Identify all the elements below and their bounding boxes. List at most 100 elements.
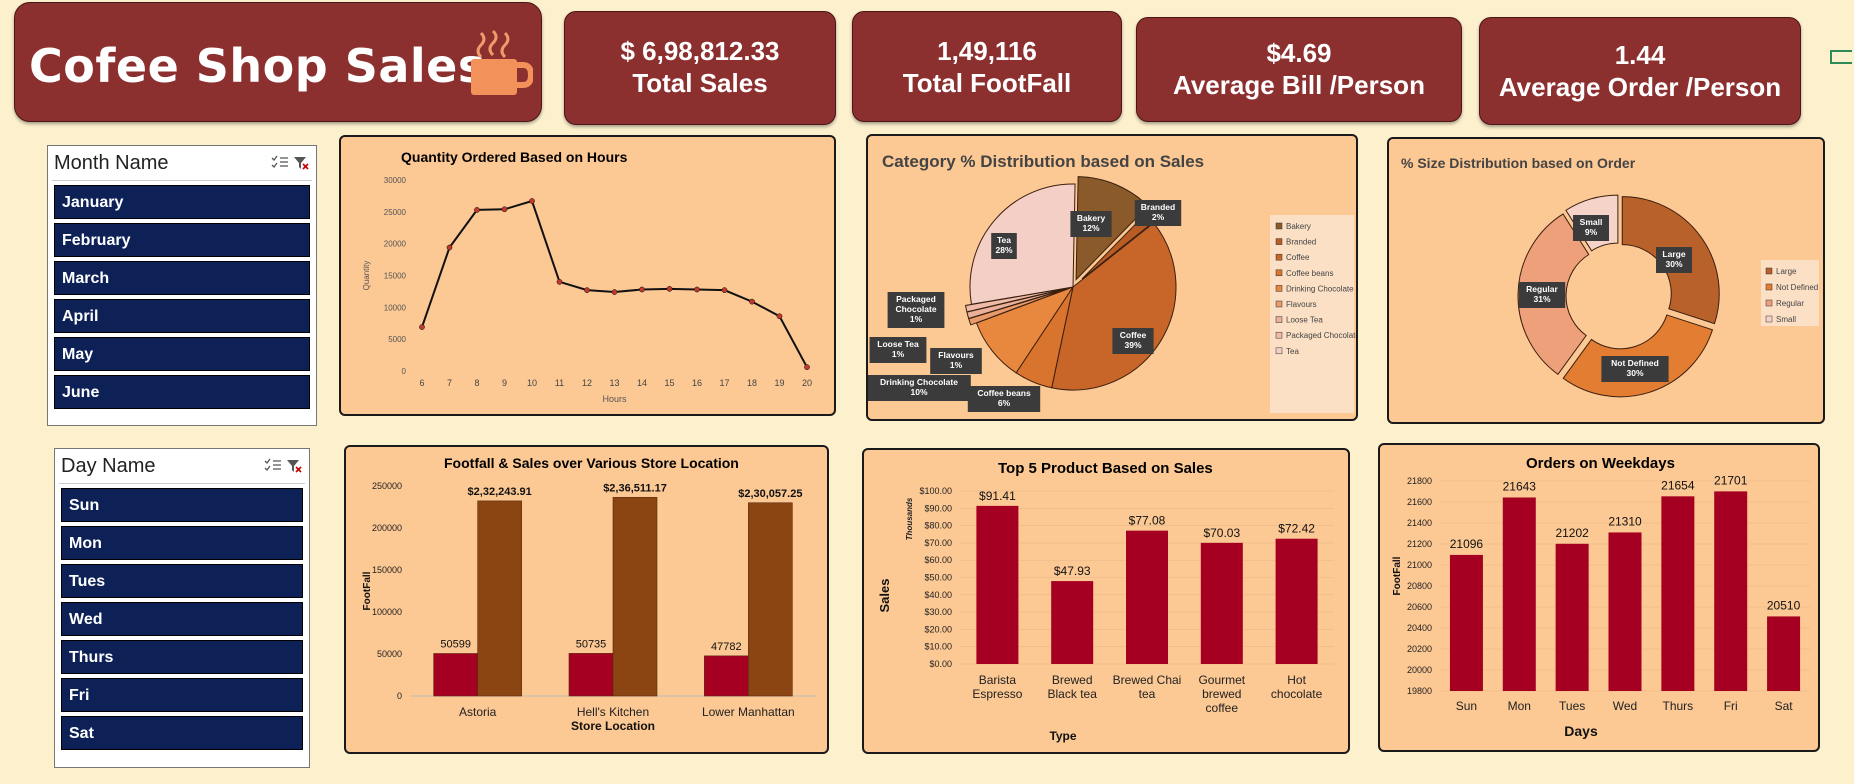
legend-label: Large [1776,267,1797,276]
data-label-box [991,233,1017,259]
store-location-bar-chart[interactable]: Footfall & Sales over Various Store Loca… [344,445,829,754]
slicer-item-thurs[interactable]: Thurs [61,640,303,674]
data-label: $2,36,511.17 [603,482,667,494]
kpi-average-bill: $4.69 Average Bill /Person [1136,17,1462,122]
data-point [474,207,480,213]
data-point [721,287,728,293]
data-label-box [869,337,927,363]
y-tick-label: $30.00 [924,607,952,617]
slicer-header: Month Name [52,146,312,181]
clear-filter-icon[interactable] [294,157,309,170]
multi-select-icon[interactable] [264,458,281,471]
y-tick-label: 21000 [1407,560,1432,570]
data-label: 21701 [1714,473,1748,487]
x-tick-label: Mon [1508,699,1531,713]
month-slicer[interactable]: Month Name January February March April … [47,145,317,426]
data-label-box [868,375,971,401]
x-tick-label: Brewed Black tea [1048,673,1098,701]
x-tick-label: 17 [719,378,729,388]
bar [1051,581,1094,664]
y-tick-label: 10000 [384,303,407,312]
data-label: $2,32,243.91 [468,486,532,498]
data-label: 20510 [1767,598,1801,612]
slicer-item-june[interactable]: June [54,375,310,409]
data-label: Large 30% [1662,249,1685,269]
x-tick-label: 18 [747,378,757,388]
slicer-item-march[interactable]: March [54,261,310,295]
y-axis-label: FootFall [1392,556,1403,595]
day-slicer[interactable]: Day Name Sun Mon Tues Wed Thurs Fri Sat [54,448,310,768]
legend-swatch [1275,331,1283,339]
y-tick-label: $70.00 [924,538,952,548]
bar [1767,616,1801,691]
data-label: 50599 [440,638,471,650]
x-tick-label: Hell's Kitchen [577,705,649,719]
kpi-value: 1.44 [1614,40,1666,70]
y-tick-label: 21600 [1407,497,1432,507]
kpi-value: 1,49,116 [937,36,1037,66]
data-point [694,286,700,293]
data-label: Regular 31% [1526,284,1558,304]
category-pie-chart[interactable]: Category % Distribution based on Sales B… [866,134,1358,421]
y-tick-label: 21400 [1407,518,1432,528]
legend-swatch [1275,347,1283,355]
slicer-item-fri[interactable]: Fri [61,678,303,712]
slicer-item-january[interactable]: January [54,185,310,219]
slicer-item-sun[interactable]: Sun [61,488,303,522]
bar [1275,538,1318,664]
size-donut-chart[interactable]: % Size Distribution based on Order Large… [1387,137,1825,424]
data-label-box [1601,356,1669,382]
y-axis-label: Sales [877,579,892,613]
x-axis-label: Days [1564,723,1598,739]
bar [612,497,658,697]
kpi-value: $4.69 [1266,38,1332,68]
bar [433,653,478,697]
x-tick-label: 12 [582,378,592,388]
data-label: Small 9% [1580,217,1603,237]
data-label: Drinking Chocolate 10% [880,377,958,397]
slicer-item-february[interactable]: February [54,223,310,257]
data-point [639,286,645,293]
slicer-item-tues[interactable]: Tues [61,564,303,598]
slicer-item-mon[interactable]: Mon [61,526,303,560]
bar [477,500,522,697]
data-label-box [1573,215,1609,241]
y-tick-label: 20600 [1407,602,1432,612]
clear-filter-icon[interactable] [287,460,302,473]
y-tick-label: 15000 [384,272,407,281]
kpi-total-sales: $ 6,98,812.33 Total Sales [564,11,836,125]
x-tick-label: 9 [502,378,507,388]
slicer-item-april[interactable]: April [54,299,310,333]
legend-label: Tea [1286,347,1299,356]
y-tick-label: 250000 [372,481,402,491]
data-label: $77.08 [1129,514,1166,528]
multi-select-icon[interactable] [271,155,288,168]
sheet-edge-marker [1830,50,1852,64]
data-point [584,287,590,293]
data-label: $72.42 [1278,522,1315,536]
kpi-average-order: 1.44 Average Order /Person [1479,17,1801,125]
x-tick-label: Gourmet brewed coffee [1198,673,1245,715]
data-label: Loose Tea 1% [877,339,919,359]
bar [704,655,749,697]
top-products-bar-chart[interactable]: Top 5 Product Based on Sales $100.00 $90.… [862,448,1350,754]
bar [976,505,1019,664]
bar [1449,554,1483,691]
kpi-label: Total Sales [632,68,768,98]
legend-swatch [1275,238,1283,245]
y-tick-label: 20400 [1407,623,1432,633]
slicer-item-may[interactable]: May [54,337,310,371]
hourly-quantity-chart[interactable]: Quantity Ordered Based on Hours 30000 250… [339,135,836,416]
legend-swatch [1275,316,1283,323]
chart-title: Category % Distribution based on Sales [882,152,1205,171]
y-tick-label: $10.00 [924,642,952,652]
data-label: Branded 2% [1141,202,1175,222]
data-label-box [1656,247,1692,273]
y-tick-label: 21200 [1407,539,1432,549]
legend-label: Bakery [1286,222,1311,231]
legend-label: Packaged Chocolate [1286,331,1358,340]
slicer-item-wed[interactable]: Wed [61,602,303,636]
slicer-item-sat[interactable]: Sat [61,716,303,750]
weekday-orders-bar-chart[interactable]: Orders on Weekdays 21800 21600 21400 21200 2… [1378,443,1820,752]
bar [1608,532,1642,691]
